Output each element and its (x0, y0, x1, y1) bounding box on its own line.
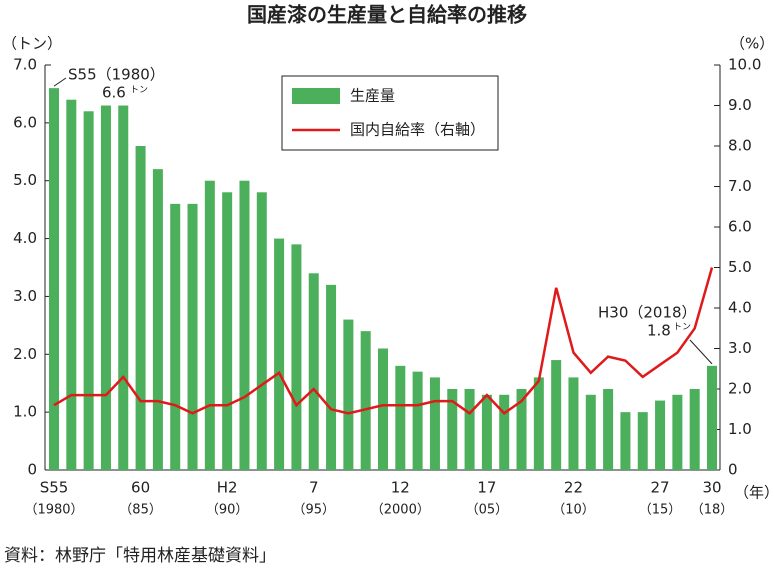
y-axis-unit: （トン） (2, 35, 62, 53)
bar (655, 400, 666, 470)
bar (689, 389, 700, 470)
x-tick-sublabel: （1980） (24, 503, 83, 518)
annotation-unit: トン (673, 323, 691, 333)
annotation-text: S55（1980） (68, 66, 165, 84)
y2-tick-label: 2.0 (728, 380, 752, 398)
x-tick-label: 12 (391, 479, 410, 497)
bar (707, 365, 717, 470)
bar (204, 180, 215, 470)
bar (585, 394, 596, 470)
legend-label: 生産量 (350, 87, 395, 105)
bar (672, 394, 683, 470)
x-tick-sublabel: （90） (206, 503, 249, 518)
bar (378, 348, 388, 470)
bar (274, 238, 285, 470)
x-tick-sublabel: （05） (466, 503, 509, 518)
bar (533, 377, 544, 470)
y-tick-label: 0 (27, 461, 37, 479)
bar (499, 394, 510, 470)
x-tick-sublabel: （15） (639, 503, 682, 518)
y-tick-label: 4.0 (13, 229, 37, 247)
legend-label: 国内自給率（右軸） (350, 121, 485, 139)
y2-tick-label: 6.0 (728, 218, 752, 236)
y2-tick-label: 7.0 (728, 177, 752, 195)
bar (291, 244, 302, 470)
bar (447, 389, 458, 470)
x-tick-label: 7 (309, 479, 319, 497)
y2-axis-unit: （%） (730, 35, 774, 53)
x-axis-unit: （年） (734, 484, 774, 502)
y2-tick-label: 10.0 (728, 56, 761, 74)
x-tick-label: 60 (131, 479, 150, 497)
bar (412, 371, 423, 470)
x-tick-label: 27 (651, 479, 670, 497)
bar (152, 169, 163, 470)
bar (395, 365, 406, 470)
bar (135, 146, 146, 470)
x-tick-label: 22 (564, 479, 583, 497)
bar (551, 360, 562, 470)
legend-swatch (292, 88, 340, 104)
bar (222, 192, 233, 471)
x-tick-sublabel: （2000） (371, 503, 430, 518)
bar (326, 284, 337, 470)
bar (343, 319, 354, 470)
bar (256, 192, 267, 471)
bar (464, 389, 475, 470)
y2-tick-label: 1.0 (728, 420, 752, 438)
chart-title: 国産漆の生産量と自給率の推移 (247, 3, 527, 27)
y-tick-label: 2.0 (13, 345, 37, 363)
bar (49, 88, 59, 471)
bar (187, 203, 198, 470)
y2-tick-label: 0 (728, 461, 738, 479)
line-series (53, 267, 714, 415)
bar (239, 180, 250, 470)
y-tick-label: 3.0 (13, 287, 37, 305)
bar (568, 377, 579, 470)
bar (360, 331, 371, 470)
bar (516, 389, 527, 470)
x-tick-label: S55 (40, 479, 69, 497)
bar (100, 105, 111, 470)
annotation-text: H30（2018） (598, 304, 697, 322)
bar (66, 99, 77, 470)
bar (118, 105, 129, 470)
x-tick-sublabel: （95） (292, 503, 335, 518)
x-tick-label: H2 (217, 479, 238, 497)
y2-tick-label: 8.0 (728, 137, 752, 155)
bar (481, 394, 492, 470)
x-tick-label: 30 (702, 479, 721, 497)
bar (620, 412, 631, 470)
y-tick-label: 5.0 (13, 171, 37, 189)
source-note: 資料：林野庁「特用林産基礎資料」 (4, 546, 276, 566)
y-tick-label: 6.0 (13, 113, 37, 131)
annotation-leader (53, 77, 67, 87)
x-tick-sublabel: （18） (691, 503, 734, 518)
bar (83, 111, 94, 471)
bar (170, 203, 181, 470)
annotation-value: 1.8 (647, 322, 671, 340)
annotation-unit: トン (130, 86, 148, 96)
y2-tick-label: 4.0 (728, 299, 752, 317)
bar (308, 273, 319, 470)
y-tick-label: 7.0 (13, 56, 37, 74)
bar (603, 389, 614, 470)
x-tick-sublabel: （10） (552, 503, 595, 518)
y2-tick-label: 3.0 (728, 339, 752, 357)
y2-tick-label: 9.0 (728, 96, 752, 114)
y-tick-label: 1.0 (13, 403, 37, 421)
annotation-value: 6.6 (102, 84, 126, 102)
x-tick-sublabel: （85） (119, 503, 162, 518)
bar (637, 412, 648, 470)
y2-tick-label: 5.0 (728, 258, 752, 276)
annotation-leader (689, 339, 713, 365)
bar (429, 377, 440, 470)
x-tick-label: 17 (477, 479, 496, 497)
